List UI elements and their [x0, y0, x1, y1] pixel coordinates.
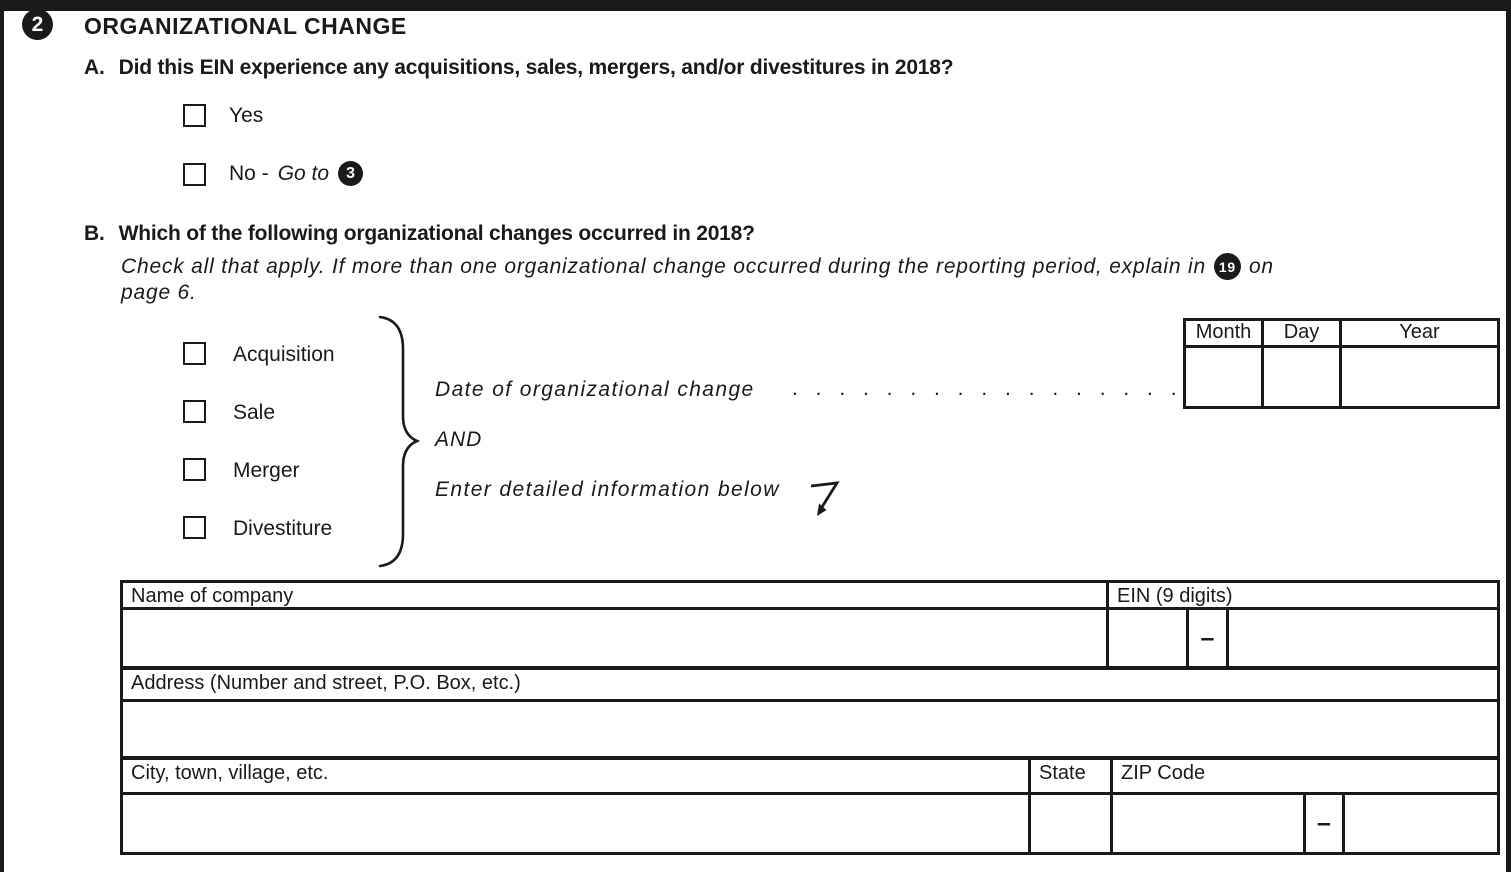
ein-label: EIN (9 digits): [1117, 585, 1233, 607]
zip-separator: –: [1306, 795, 1345, 852]
no-label: No -: [229, 161, 269, 185]
date-of-change-label: Date of organizational change: [435, 378, 755, 401]
address-label: Address (Number and street, P.O. Box, et…: [131, 672, 521, 694]
question-a: A. Did this EIN experience any acquisiti…: [84, 56, 954, 80]
down-left-arrow-icon: [810, 481, 840, 516]
month-header: Month: [1186, 321, 1264, 348]
acquisition-label: Acquisition: [233, 343, 335, 366]
explain-in-19-badge: 19: [1213, 253, 1241, 280]
and-label: AND: [435, 428, 483, 451]
month-field[interactable]: [1186, 348, 1264, 406]
zip-label: ZIP Code: [1121, 762, 1206, 784]
name-of-company-field[interactable]: [123, 610, 1109, 666]
no-option: No - Go to 3: [229, 161, 364, 186]
instruction-text: Check all that apply. If more than one o…: [121, 254, 1206, 278]
divestiture-checkbox[interactable]: [183, 516, 206, 539]
day-header: Day: [1264, 321, 1342, 348]
enter-detail-label: Enter detailed information below: [435, 478, 780, 501]
day-field[interactable]: [1264, 348, 1342, 406]
city-field[interactable]: [123, 795, 1031, 852]
question-b: B. Which of the following organizational…: [84, 222, 755, 246]
zip4-field[interactable]: [1345, 795, 1497, 852]
yes-label: Yes: [229, 104, 264, 127]
state-label: State: [1031, 760, 1113, 792]
merger-checkbox[interactable]: [183, 458, 206, 481]
brace-decoration: [378, 315, 420, 568]
instruction-text-suffix: on: [1248, 254, 1274, 278]
sale-checkbox[interactable]: [183, 400, 206, 423]
name-of-company-label: Name of company: [123, 583, 1109, 607]
yes-checkbox[interactable]: [183, 104, 206, 127]
question-a-prefix: A.: [84, 56, 105, 79]
no-checkbox[interactable]: [183, 163, 206, 186]
no-goto-text: Go to: [277, 161, 330, 185]
goto-section-3-badge: 3: [338, 161, 364, 186]
year-header: Year: [1342, 321, 1497, 348]
address-field[interactable]: [123, 702, 1497, 756]
acquisition-checkbox[interactable]: [183, 342, 206, 365]
ein-prefix-field[interactable]: [1109, 610, 1189, 666]
question-b-prefix: B.: [84, 222, 105, 245]
zip5-field[interactable]: [1113, 795, 1306, 852]
company-detail-table: Name of company EIN (9 digits) – Address…: [120, 580, 1500, 855]
city-label: City, town, village, etc.: [123, 760, 1031, 792]
section-bottom-rule: [0, 0, 1511, 11]
question-b-text: Which of the following organizational ch…: [118, 222, 755, 245]
sale-label: Sale: [233, 401, 276, 424]
ein-suffix-field[interactable]: [1229, 610, 1497, 666]
section-number-badge: 2: [22, 9, 53, 40]
section-title: ORGANIZATIONAL CHANGE: [84, 13, 407, 39]
question-b-instruction-line1: Check all that apply. If more than one o…: [121, 253, 1274, 280]
state-field[interactable]: [1031, 795, 1113, 852]
ein-separator: –: [1189, 610, 1229, 666]
date-table: Month Day Year: [1183, 318, 1500, 409]
question-b-instruction-line2: page 6.: [121, 281, 197, 304]
dot-leader: . . . . . . . . . . . . . . . . . . .: [792, 377, 1180, 400]
merger-label: Merger: [233, 459, 300, 482]
year-field[interactable]: [1342, 348, 1497, 406]
question-a-text: Did this EIN experience any acquisitions…: [118, 56, 954, 79]
divestiture-label: Divestiture: [233, 517, 333, 540]
